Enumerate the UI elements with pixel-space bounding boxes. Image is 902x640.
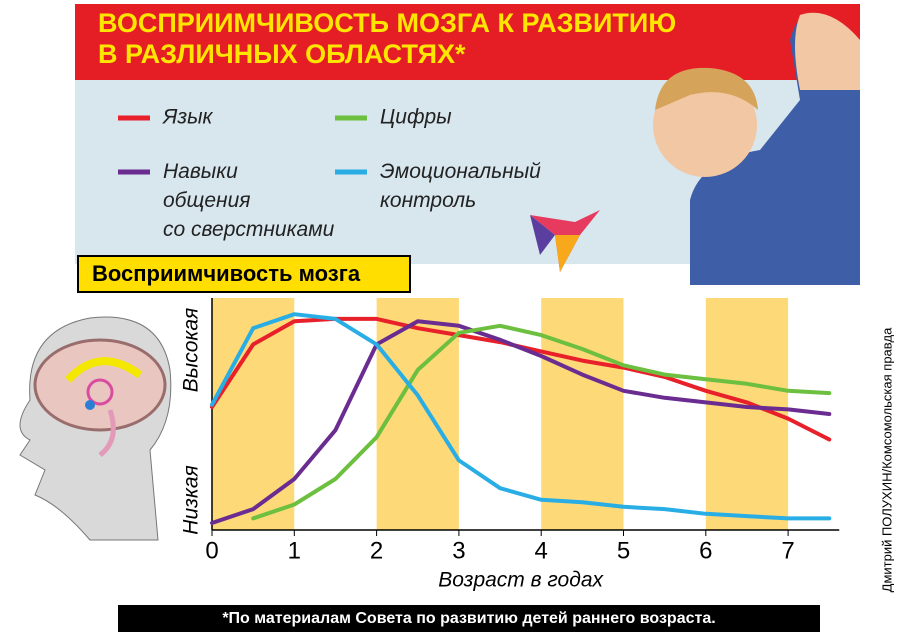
chart-title: Восприимчивость мозга — [92, 261, 361, 286]
x-tick-label: 2 — [370, 537, 383, 564]
y-low-label: Низкая — [180, 465, 203, 534]
x-tick-label: 1 — [288, 537, 301, 564]
series-line — [210, 312, 832, 521]
legend-label: Цифры — [380, 106, 452, 129]
footnote: *По материалам Совета по развитию детей … — [222, 610, 715, 627]
y-high-label: Высокая — [180, 308, 203, 392]
x-tick-label: 7 — [781, 537, 794, 564]
x-tick-label: 6 — [699, 537, 712, 564]
credit: Дмитрий ПОЛУХИН/Комсомольская правда — [879, 327, 894, 592]
age-band — [212, 298, 295, 530]
x-axis-label: Возраст в годах — [438, 569, 604, 592]
x-tick-label: 3 — [452, 537, 465, 564]
footnote-bar — [118, 605, 820, 632]
legend-label: Эмоциональный контроль — [380, 160, 541, 212]
series-line — [210, 319, 832, 525]
series-line — [251, 323, 832, 521]
age-band — [541, 298, 624, 530]
chart-title-box — [77, 255, 411, 293]
title-banner — [75, 4, 860, 80]
legend-label: Язык — [162, 106, 214, 129]
main-title: ВОСПРИИМЧИВОСТЬ МОЗГА К РАЗВИТИЮ В РАЗЛИЧ… — [98, 8, 676, 69]
legend-label: Навыки общения со сверстниками — [163, 160, 335, 241]
logo — [530, 210, 600, 272]
x-tick-label: 4 — [535, 537, 548, 564]
photo — [653, 12, 860, 285]
brain-illustration — [19, 316, 172, 541]
x-tick-label: 0 — [205, 537, 218, 564]
x-tick-label: 5 — [617, 537, 630, 564]
